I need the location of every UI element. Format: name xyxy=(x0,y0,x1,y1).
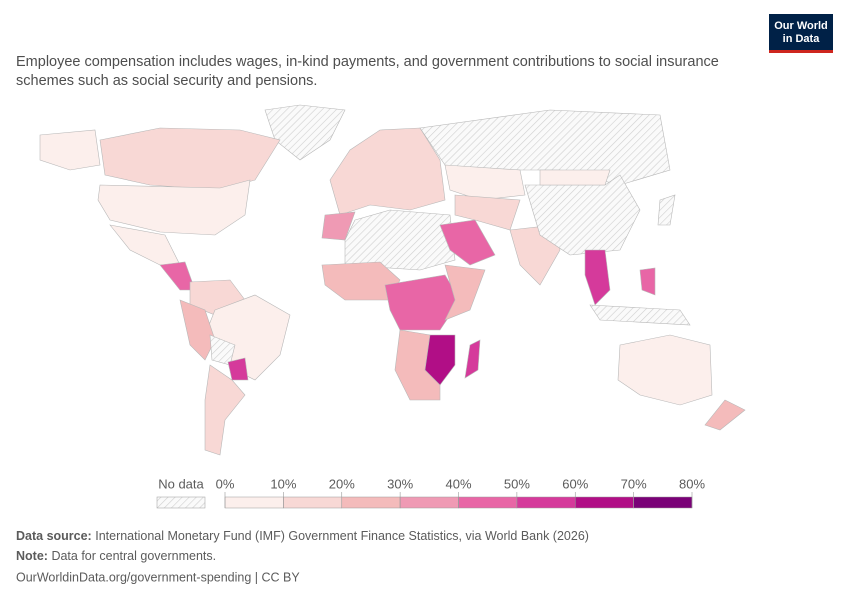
region xyxy=(657,194,676,226)
region xyxy=(99,127,281,191)
region xyxy=(617,334,713,406)
region xyxy=(424,334,456,386)
region xyxy=(639,267,656,296)
note: Note: Data for central governments. xyxy=(16,549,216,563)
source: Data source: International Monetary Fund… xyxy=(16,529,589,543)
source-label: Data source: xyxy=(16,529,92,543)
region xyxy=(384,274,461,331)
region xyxy=(321,211,356,241)
logo-box xyxy=(769,14,833,50)
logo-text: Our World xyxy=(774,20,828,32)
subtitle: schemes such as social security and pens… xyxy=(16,73,317,89)
region xyxy=(444,164,526,201)
legend-swatch xyxy=(633,496,693,509)
subtitle: Employee compensation includes wages, in… xyxy=(16,54,719,70)
source-text: International Monetary Fund (IMF) Govern… xyxy=(95,529,589,543)
legend-tick-label: 20% xyxy=(329,476,355,491)
legend-tick-label: 60% xyxy=(562,476,588,491)
region xyxy=(227,357,249,381)
region xyxy=(589,304,691,326)
legend: No data 0% 10% 20% 30% 40% 50% 60% 70% 80% xyxy=(156,476,705,509)
region xyxy=(464,339,481,379)
legend-swatch xyxy=(224,496,284,509)
map xyxy=(39,104,746,456)
legend-swatch xyxy=(341,496,401,509)
region xyxy=(454,194,521,231)
logo-bar xyxy=(769,50,833,53)
legend-tick-label: 40% xyxy=(445,476,471,491)
region xyxy=(329,127,446,216)
legend-tick-label: 70% xyxy=(621,476,647,491)
region xyxy=(539,169,611,186)
legend-tick-label: 30% xyxy=(387,476,413,491)
region xyxy=(704,399,746,431)
region xyxy=(97,179,251,236)
legend-tick-label: 80% xyxy=(679,476,705,491)
legend-swatch xyxy=(283,496,342,509)
no-data-swatch xyxy=(156,496,206,509)
region xyxy=(264,104,346,161)
region xyxy=(179,299,216,361)
logo-text: in Data xyxy=(783,33,821,45)
legend-tick-label: 10% xyxy=(270,476,296,491)
region xyxy=(584,249,611,306)
legend-tick-label: 0% xyxy=(216,476,235,491)
note-text: Data for central governments. xyxy=(51,549,216,563)
legend-tick-label: 50% xyxy=(504,476,530,491)
region xyxy=(444,264,486,321)
region xyxy=(344,209,456,271)
no-data-label: No data xyxy=(158,476,204,491)
region xyxy=(204,364,246,456)
region xyxy=(439,219,496,266)
legend-swatch xyxy=(458,496,518,509)
legend-swatch xyxy=(399,496,459,509)
logo[interactable]: Our World in Data xyxy=(769,14,833,53)
legend-swatch xyxy=(575,496,634,509)
note-label: Note: xyxy=(16,549,48,563)
region xyxy=(39,129,101,171)
legend-swatch xyxy=(516,496,576,509)
url[interactable]: OurWorldinData.org/government-spending |… xyxy=(16,570,300,584)
